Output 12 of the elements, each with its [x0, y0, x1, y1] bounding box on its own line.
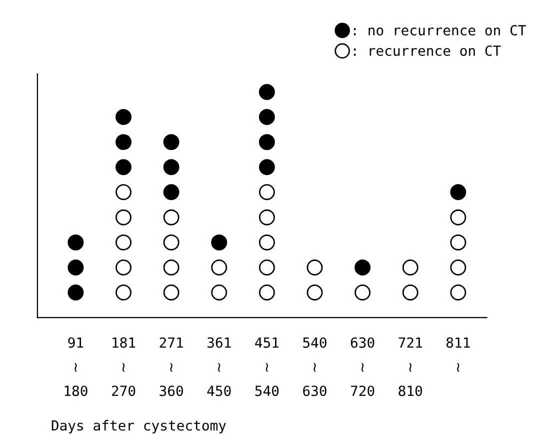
- x-tick-label: 811 ≀: [446, 337, 470, 372]
- legend-label: : no recurrence on CT: [354, 24, 526, 36]
- x-tick-label: 361 ≀ 450: [207, 337, 231, 396]
- x-tick-label: 540 ≀ 630: [303, 337, 326, 396]
- x-axis-title: Days after cystectomy: [52, 420, 226, 434]
- x-tick-label: 630 ≀ 720: [350, 337, 374, 396]
- x-tick-label: 451 ≀ 540: [255, 337, 279, 396]
- legend-label: : recurrence on CT: [354, 45, 501, 56]
- x-tick-label: 271 ≀ 360: [160, 337, 183, 396]
- x-tick-label: 181 ≀ 270: [112, 337, 136, 396]
- x-tick-label: 721 ≀ 810: [398, 337, 422, 396]
- x-tick-label: 91 ≀ 180: [64, 337, 88, 396]
